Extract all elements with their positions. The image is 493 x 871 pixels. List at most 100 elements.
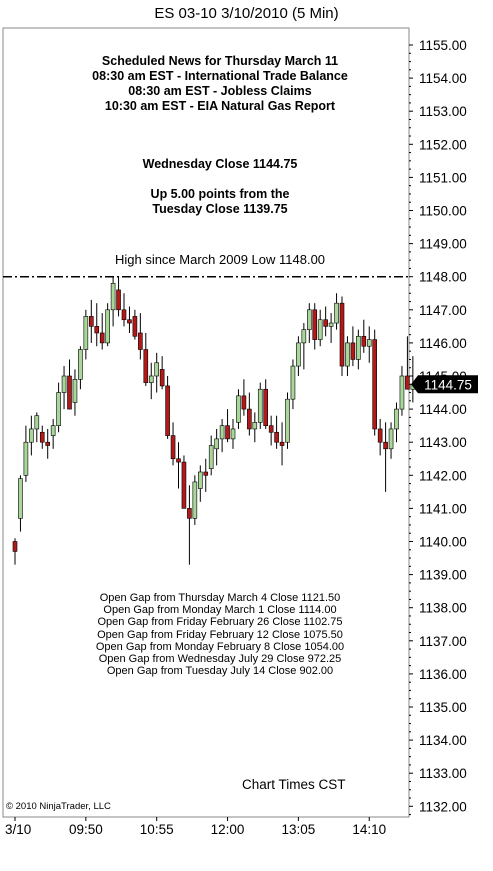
change-line: Up 5.00 points from the [150,187,290,201]
candle [345,336,350,376]
y-tick-label: 1141.00 [419,501,467,516]
candle [34,412,40,443]
x-tick-label: 14:10 [352,822,386,837]
candle [61,366,67,410]
last-price-marker: 1144.75 [411,375,478,394]
candle-body-up [236,395,241,423]
candle [29,415,34,456]
candle [350,326,356,367]
candle-body-down [361,335,367,347]
y-tick-label: 1155.00 [419,38,467,53]
candle-body-down [263,388,269,426]
candle-body-down [247,408,252,430]
candle-body-up [290,365,296,400]
y-tick-label: 1153.00 [419,104,467,119]
candle [241,379,247,416]
candle [306,303,312,343]
candle-body-up [301,329,307,344]
candle-body-down [176,458,181,463]
candle [198,465,203,502]
candle-body-down [159,369,165,387]
plot-frame [2,27,410,818]
candle-body-down [377,428,383,443]
candle [399,366,405,416]
candle-body-up [23,441,29,476]
candle [99,313,105,350]
candle [372,329,378,436]
candle [105,303,110,347]
candle-body-down [274,431,279,443]
chart-times-note: Chart Times CST [242,777,346,792]
candle [148,362,154,400]
candle-body-down [94,326,100,334]
candle-body-up [285,398,290,443]
candle [323,306,328,337]
gap-line: Open Gap from Monday March 1 Close 1114.… [103,604,337,617]
y-tick-label: 1136.00 [419,667,467,682]
candle [214,428,219,466]
candle-body-down [350,342,356,360]
candle-body-up [72,379,78,403]
y-tick-label: 1147.00 [419,303,467,318]
candle-body-up [366,339,372,347]
last-price-box [411,375,478,394]
candle [121,293,127,327]
candle-body-up [296,342,301,367]
close-note: Wednesday Close 1144.75 [142,157,298,171]
candle [268,415,274,446]
candle [110,276,116,327]
y-tick-label: 1140.00 [419,535,467,550]
candle-body-down [372,339,378,430]
candle [410,356,416,403]
candle-body-up [61,375,67,393]
candle-body-up [388,428,394,450]
candle [72,369,78,416]
candle [94,303,100,347]
candles [12,276,416,565]
candle [50,419,56,449]
y-tick-label: 1146.00 [419,336,467,351]
candle [279,422,285,466]
gap-line: Open Gap from Friday February 26 Close 1… [97,616,343,629]
news-line: 08:30 am EST - International Trade Balan… [92,69,348,83]
candle [138,313,143,360]
scheduled-news-block: Scheduled News for Thursday March 11 08:… [40,54,400,114]
candle [383,422,388,492]
candle [170,422,176,466]
candle [192,475,198,525]
candle-body-up [105,309,110,344]
candle-body-up [29,428,34,443]
candle [257,382,263,429]
candle [143,332,149,386]
candle-body-down [187,508,192,519]
candle [67,359,72,410]
y-tick-label: 1137.00 [419,634,467,649]
candle-body-up [257,388,263,423]
candle-body-up [50,425,56,436]
candle-body-up [317,319,323,340]
news-line: 10:30 am EST - EIA Natural Gas Report [104,99,336,113]
candle-body-up [192,481,198,519]
candle-body-down [116,289,121,311]
candle [236,389,241,429]
candle [274,415,279,449]
y-tick-label: 1148.00 [419,270,467,285]
reference-line-label: High since March 2009 Low 1148.00 [114,252,326,267]
gap-line: Open Gap from Thursday March 4 Close 112… [99,592,341,604]
y-tick-label: 1132.00 [419,799,467,814]
candle [394,402,399,443]
candle [225,409,230,443]
candle-body-down [225,425,230,440]
candle-body-down [383,441,388,450]
candle [23,425,29,482]
candle-body-up [208,445,214,469]
candle-body-up [345,342,350,367]
candle-body-up [394,408,399,430]
candle [165,376,170,439]
candle-body-up [34,415,40,430]
candle-body-down [143,349,149,383]
candle [405,336,410,390]
candle [366,326,372,363]
candle [176,442,181,489]
y-tick-label: 1133.00 [419,766,467,781]
